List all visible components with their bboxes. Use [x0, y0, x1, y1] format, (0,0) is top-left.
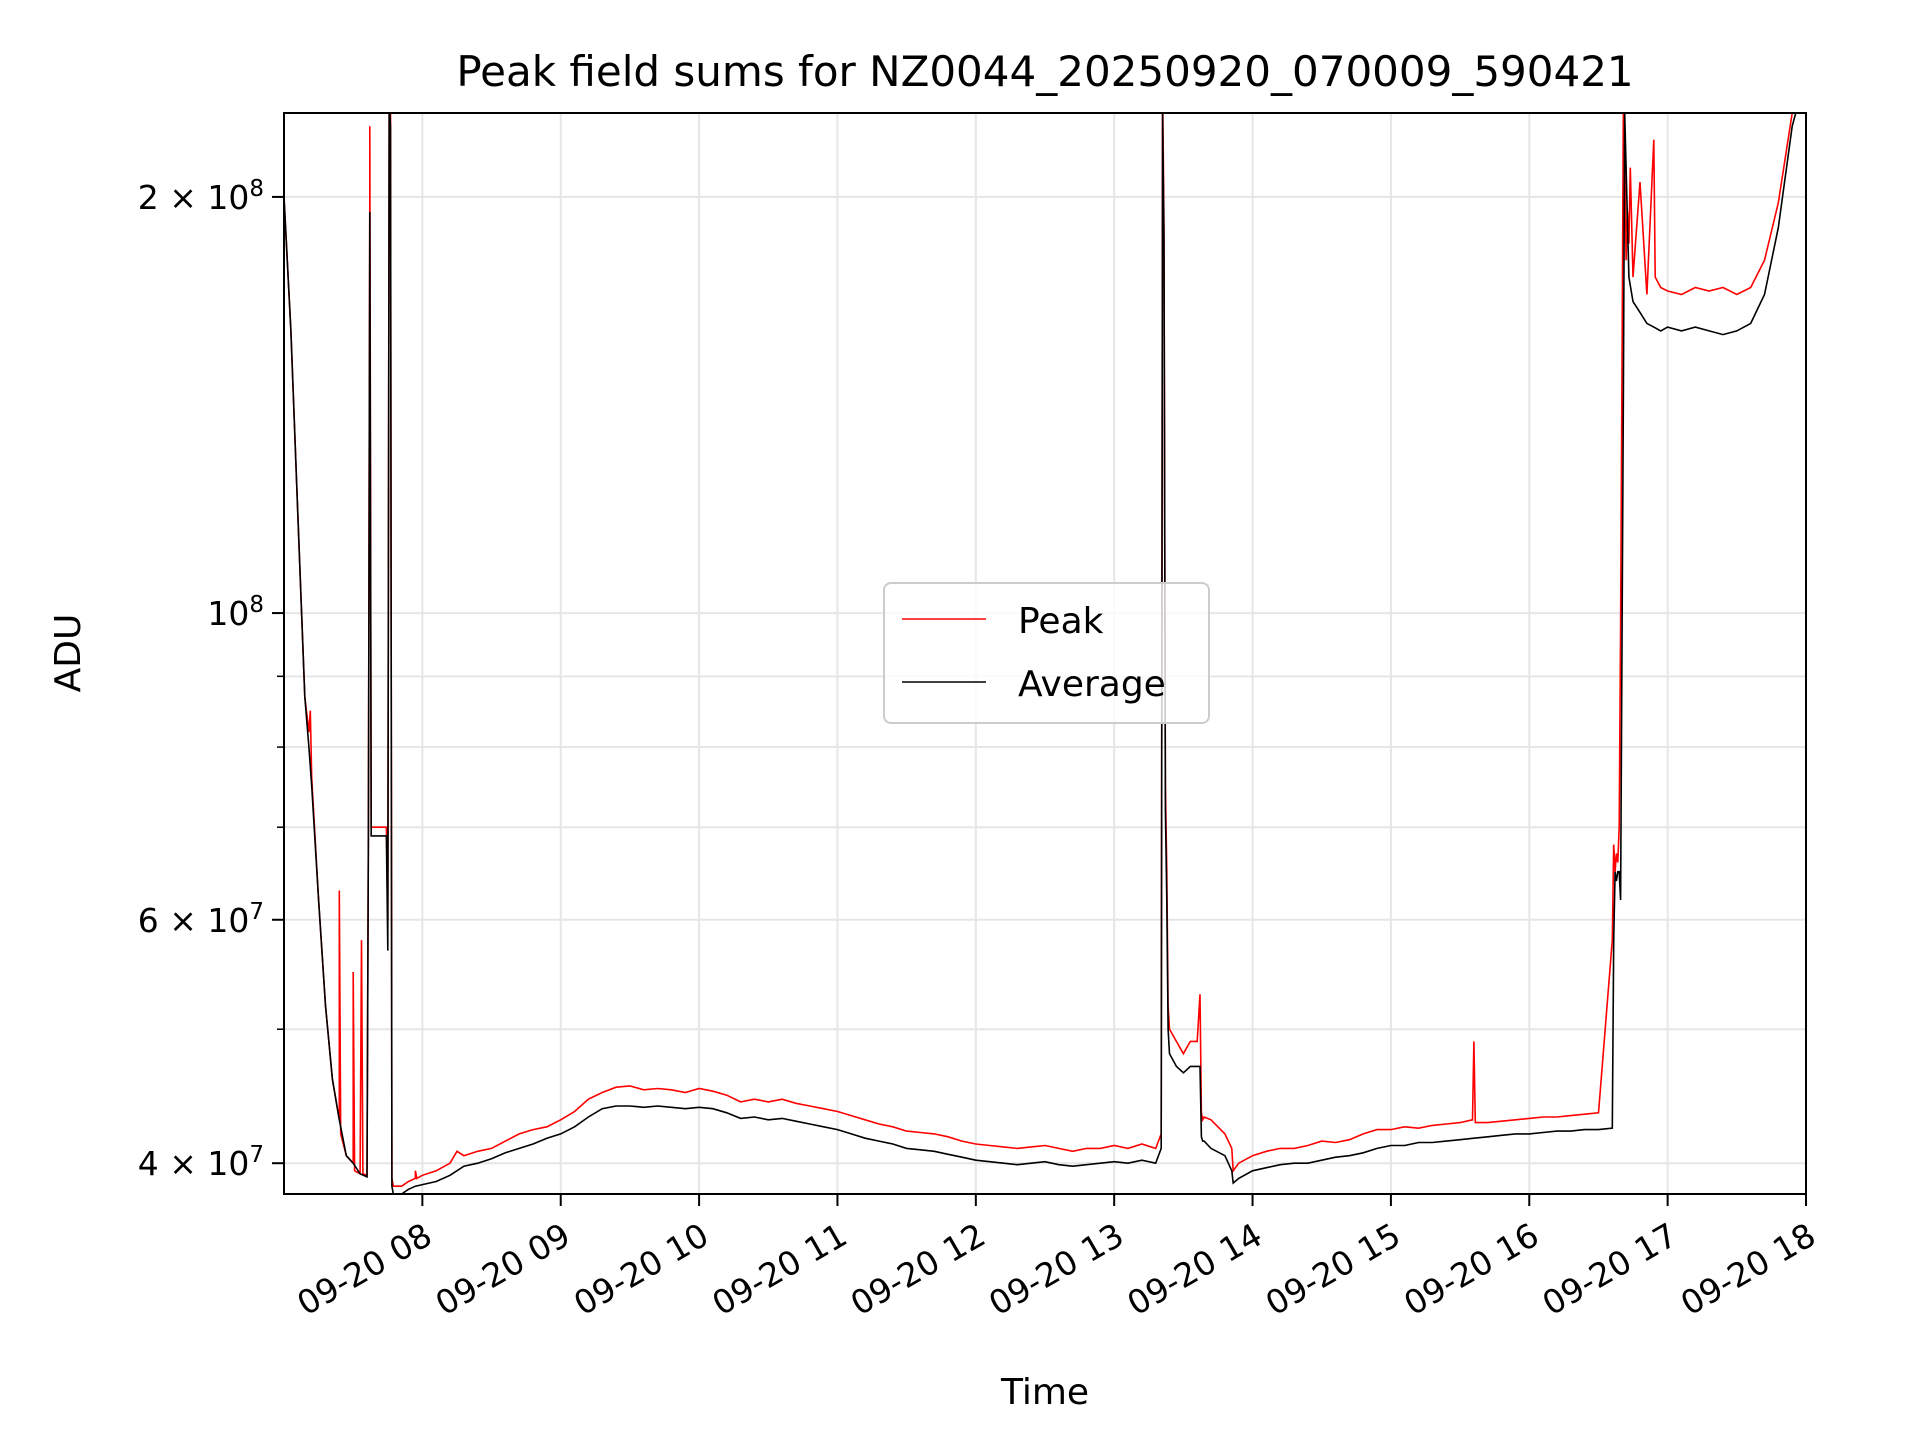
- chart-title: Peak field sums for NZ0044_20250920_0700…: [456, 47, 1633, 96]
- y-tick-label: 6 × 107: [138, 899, 264, 940]
- y-tick-label-base: 10: [207, 594, 249, 633]
- legend-label-peak: Peak: [1018, 601, 1104, 642]
- y-tick-label-base: 4 × 10: [138, 1144, 250, 1183]
- y-tick-label-exponent: 7: [249, 1142, 264, 1168]
- y-tick-label-exponent: 8: [249, 176, 264, 202]
- y-tick-label: 4 × 107: [138, 1142, 264, 1183]
- y-tick-label: 2 × 108: [138, 176, 264, 217]
- grid-lines: [284, 113, 1806, 1194]
- legend-box: [883, 582, 1210, 724]
- legend: Peak Average: [883, 582, 1210, 724]
- y-axis-label: ADU: [48, 614, 89, 693]
- y-tick-label-base: 6 × 10: [138, 901, 250, 940]
- plot-frame: [283, 112, 1807, 1195]
- legend-label-average: Average: [1018, 664, 1166, 705]
- y-tick-label-base: 2 × 10: [138, 178, 250, 217]
- y-tick-label-exponent: 7: [249, 899, 264, 925]
- series-layer: [284, 113, 1797, 1194]
- y-tick-label-exponent: 8: [249, 592, 264, 618]
- series-line-average: [284, 113, 1797, 1194]
- y-tick-label: 108: [207, 592, 264, 633]
- x-axis-label: Time: [1000, 1372, 1089, 1413]
